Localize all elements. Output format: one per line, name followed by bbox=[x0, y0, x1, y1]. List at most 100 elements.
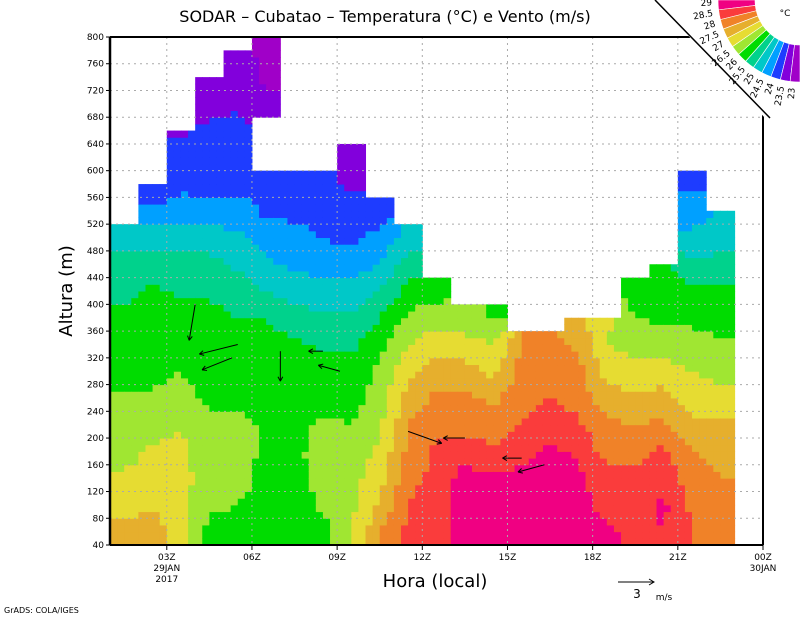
temperature-cell bbox=[493, 444, 501, 452]
temperature-cell bbox=[131, 270, 139, 279]
temperature-cell bbox=[422, 471, 430, 479]
temperature-cell bbox=[216, 83, 225, 91]
temperature-cell bbox=[393, 518, 402, 526]
reference-vector-value: 3 bbox=[633, 587, 641, 601]
temperature-cell bbox=[550, 531, 558, 539]
temperature-cell bbox=[259, 284, 267, 292]
temperature-cell bbox=[315, 197, 324, 205]
temperature-cell bbox=[713, 364, 721, 372]
temperature-cell bbox=[344, 431, 352, 439]
temperature-cell bbox=[230, 484, 239, 493]
temperature-cell bbox=[684, 351, 693, 359]
temperature-cell bbox=[578, 391, 587, 399]
temperature-cell bbox=[585, 431, 594, 439]
temperature-cell bbox=[372, 451, 381, 459]
temperature-cell bbox=[330, 404, 338, 412]
temperature-cell bbox=[322, 357, 331, 366]
temperature-cell bbox=[692, 190, 700, 198]
temperature-cell bbox=[251, 478, 260, 486]
temperature-cell bbox=[117, 377, 125, 386]
temperature-cell bbox=[649, 431, 658, 439]
temperature-cell bbox=[379, 491, 388, 499]
temperature-cell bbox=[379, 478, 388, 486]
temperature-cell bbox=[145, 304, 154, 312]
temperature-cell bbox=[322, 484, 331, 493]
temperature-cell bbox=[280, 190, 288, 198]
temperature-cell bbox=[550, 337, 558, 345]
temperature-cell bbox=[195, 404, 203, 412]
temperature-cell bbox=[315, 464, 324, 472]
temperature-cell bbox=[287, 524, 296, 533]
temperature-cell bbox=[457, 377, 466, 386]
temperature-cell bbox=[521, 391, 530, 399]
temperature-cell bbox=[188, 478, 196, 486]
temperature-cell bbox=[613, 404, 622, 412]
temperature-cell bbox=[230, 518, 239, 526]
temperature-cell bbox=[230, 491, 239, 499]
temperature-cell bbox=[244, 103, 253, 112]
temperature-cell bbox=[173, 451, 182, 459]
temperature-cell bbox=[152, 451, 161, 459]
temperature-cell bbox=[386, 284, 395, 292]
y-axis-label: Altura (m) bbox=[56, 245, 77, 337]
temperature-cell bbox=[337, 257, 345, 265]
temperature-cell bbox=[436, 464, 445, 472]
temperature-cell bbox=[131, 237, 139, 245]
temperature-cell bbox=[592, 498, 601, 506]
temperature-cell bbox=[443, 464, 452, 472]
temperature-cell bbox=[663, 411, 672, 419]
temperature-cell bbox=[117, 237, 125, 245]
temperature-cell bbox=[578, 451, 587, 459]
temperature-cell bbox=[436, 337, 445, 345]
temperature-cell bbox=[415, 458, 423, 466]
x-tick-label: 06Z bbox=[243, 553, 261, 563]
temperature-cell bbox=[507, 351, 516, 359]
temperature-cell bbox=[273, 384, 281, 392]
temperature-cell bbox=[727, 264, 736, 272]
temperature-cell bbox=[266, 384, 274, 392]
temperature-cell bbox=[649, 538, 658, 546]
temperature-cell bbox=[202, 224, 210, 232]
temperature-cell bbox=[401, 324, 409, 332]
temperature-cell bbox=[351, 471, 359, 479]
temperature-cell bbox=[415, 471, 423, 479]
temperature-cell bbox=[280, 451, 288, 459]
temperature-cell bbox=[124, 324, 132, 332]
wind-vectors bbox=[187, 304, 545, 474]
temperature-cell bbox=[251, 90, 260, 98]
temperature-cell bbox=[422, 491, 430, 499]
temperature-cell bbox=[173, 444, 182, 452]
temperature-cell bbox=[408, 270, 416, 279]
temperature-cell bbox=[337, 424, 345, 432]
temperature-cell bbox=[471, 451, 480, 459]
temperature-cell bbox=[663, 438, 672, 446]
temperature-cell bbox=[180, 351, 189, 359]
temperature-cell bbox=[542, 511, 551, 519]
temperature-cell bbox=[649, 291, 658, 299]
temperature-cell bbox=[606, 478, 615, 486]
temperature-cell bbox=[159, 424, 168, 432]
temperature-cell bbox=[294, 438, 303, 446]
temperature-cell bbox=[110, 324, 118, 332]
temperature-cell bbox=[571, 337, 579, 345]
temperature-cell bbox=[635, 311, 643, 319]
temperature-cell bbox=[117, 524, 125, 533]
temperature-cell bbox=[393, 270, 402, 279]
temperature-cell bbox=[209, 110, 217, 118]
temperature-cell bbox=[656, 371, 665, 379]
temperature-cell bbox=[259, 57, 267, 65]
temperature-cell bbox=[308, 471, 317, 479]
temperature-cell bbox=[195, 411, 203, 419]
temperature-cell bbox=[408, 250, 416, 259]
temperature-cell bbox=[670, 397, 679, 406]
temperature-cell bbox=[180, 384, 189, 392]
temperature-cell bbox=[642, 511, 650, 519]
temperature-cell bbox=[393, 331, 402, 339]
temperature-cell bbox=[663, 531, 672, 539]
temperature-cell bbox=[251, 391, 260, 399]
temperature-cell bbox=[287, 184, 296, 192]
temperature-cell bbox=[223, 244, 232, 252]
temperature-cell bbox=[351, 217, 359, 225]
temperature-cell bbox=[713, 377, 721, 386]
temperature-cell bbox=[670, 371, 679, 379]
